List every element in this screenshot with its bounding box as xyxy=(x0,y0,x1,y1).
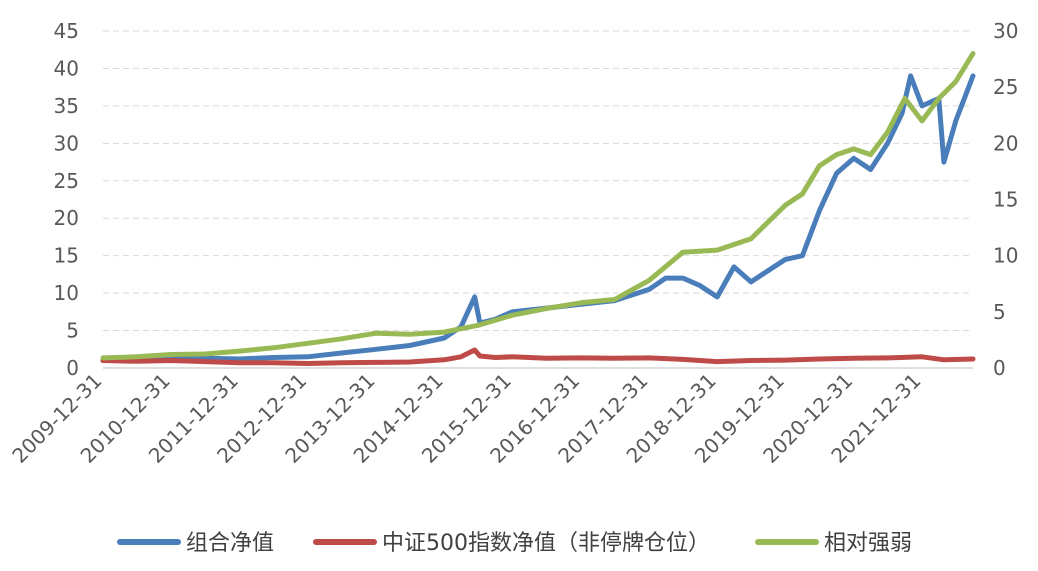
y-left-tick-label: 10 xyxy=(54,281,79,305)
series-line-3 xyxy=(100,51,976,361)
y-right-tick-label: 25 xyxy=(993,75,1018,99)
y-right-tick-label: 30 xyxy=(993,19,1018,43)
legend-label: 组合净值 xyxy=(186,531,274,556)
legend-label: 中证500指数净值（非停牌仓位） xyxy=(382,531,710,556)
y-left-tick-label: 0 xyxy=(66,356,79,380)
y-right-tick-label: 20 xyxy=(993,131,1018,155)
y-left-tick-label: 40 xyxy=(54,56,79,80)
y-left-tick-label: 30 xyxy=(54,131,79,155)
y-right-tick-label: 10 xyxy=(993,244,1018,268)
y-left-tick-label: 35 xyxy=(54,94,79,118)
y-left-tick-label: 15 xyxy=(54,244,79,268)
series-line-1 xyxy=(100,73,976,363)
legend: 组合净值 中证500指数净值（非停牌仓位） 相对强弱 xyxy=(117,531,912,556)
series xyxy=(100,51,976,366)
y-left-tick-label: 20 xyxy=(54,206,79,230)
series-line-2 xyxy=(100,347,976,366)
grid xyxy=(103,30,973,332)
y-left-tick-label: 45 xyxy=(54,19,79,43)
axes: 0510152025303540450510152025302009-12-31… xyxy=(7,19,1018,468)
y-right-tick-label: 5 xyxy=(993,300,1006,324)
legend-label: 相对强弱 xyxy=(824,531,912,556)
y-right-tick-label: 0 xyxy=(993,356,1006,380)
y-left-tick-label: 5 xyxy=(66,319,79,343)
y-right-tick-label: 15 xyxy=(993,188,1018,212)
y-left-tick-label: 25 xyxy=(54,169,79,193)
